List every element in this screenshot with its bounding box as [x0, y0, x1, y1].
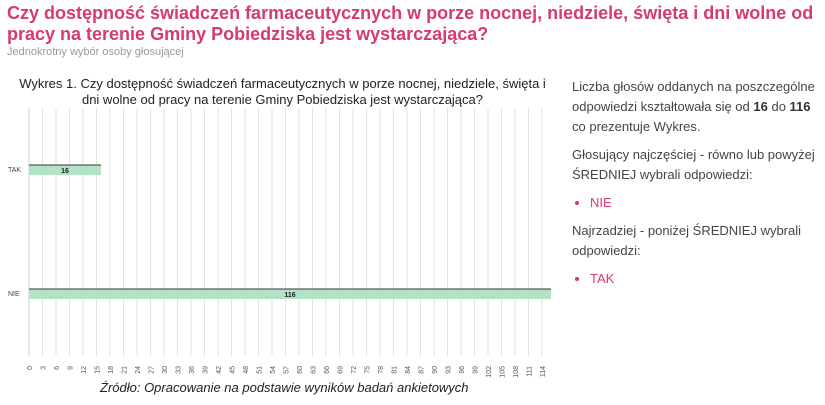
- summary-most-list: NIE: [572, 193, 817, 213]
- x-tick-label: 27: [149, 366, 156, 374]
- x-tick-label: 36: [189, 366, 196, 374]
- x-tick-label: 78: [378, 366, 385, 374]
- summary-range-min: 16: [753, 99, 768, 114]
- x-tick-label: 108: [513, 366, 520, 378]
- x-tick-label: 51: [257, 366, 264, 374]
- summary-least-heading: Najrzadziej - poniżej ŚREDNIEJ wybrali o…: [572, 223, 802, 258]
- x-tick-label: 114: [540, 366, 547, 377]
- x-tick-label: 0: [27, 366, 34, 370]
- summary-least-list: TAK: [572, 269, 817, 289]
- x-tick-label: 18: [108, 366, 115, 374]
- x-tick-label: 63: [311, 366, 318, 374]
- x-tick-label: 15: [95, 366, 102, 374]
- chart-source: Źródło: Opracowanie na podstawie wyników…: [100, 380, 469, 395]
- x-tick-label: 81: [392, 366, 399, 374]
- category-label: NIE: [8, 291, 20, 298]
- data-label: 116: [284, 292, 295, 299]
- x-tick-label: 90: [432, 366, 439, 374]
- bar: [29, 289, 551, 299]
- summary-range-text: Liczba głosów oddanych na poszczególne o…: [572, 77, 817, 137]
- x-tick-label: 39: [203, 366, 210, 374]
- x-tick-label: 69: [338, 366, 345, 374]
- x-tick-label: 30: [162, 366, 169, 374]
- x-tick-label: 6: [54, 366, 61, 370]
- x-tick-label: 54: [270, 366, 277, 374]
- x-tick-label: 84: [405, 366, 412, 374]
- x-tick-label: 12: [81, 366, 88, 374]
- x-tick-label: 3: [41, 366, 48, 370]
- x-tick-label: 75: [365, 366, 372, 374]
- category-label: TAK: [8, 167, 21, 174]
- bar-chart: 0 3 6 9 12 15 18 21 24 27 30 33 36 39 42 45 48 51 54 57 60 63…: [8, 108, 551, 378]
- summary-most-item: NIE: [590, 193, 817, 213]
- x-tick-label: 111: [527, 366, 534, 377]
- page-subtitle: Jednokrotny wybór osoby głosującej: [7, 46, 184, 58]
- data-label: 16: [61, 168, 69, 175]
- x-tick-label: 87: [419, 366, 426, 374]
- x-tick-label: 9: [68, 366, 75, 370]
- summary-least-item: TAK: [590, 269, 817, 289]
- x-tick-label: 102: [486, 366, 493, 378]
- summary-range-mid: do: [767, 99, 790, 114]
- x-tick-label: 21: [122, 366, 129, 374]
- x-tick-label: 33: [176, 366, 183, 374]
- x-tick-label: 99: [473, 366, 480, 374]
- summary-panel: Liczba głosów oddanych na poszczególne o…: [572, 77, 817, 297]
- summary-range-prefix: Liczba głosów oddanych na poszczególne o…: [572, 79, 815, 114]
- summary-most-heading: Głosujący najczęściej - równo lub powyże…: [572, 147, 815, 182]
- x-tick-label: 66: [324, 366, 331, 374]
- x-tick-label: 105: [500, 366, 507, 378]
- x-tick-label: 72: [351, 366, 358, 374]
- x-tick-label: 60: [297, 366, 304, 374]
- x-tick-label: 57: [284, 366, 291, 374]
- x-tick-label: 42: [216, 366, 223, 374]
- x-tick-label: 93: [446, 366, 453, 374]
- chart-title: Wykres 1. Czy dostępność świadczeń farma…: [19, 76, 546, 107]
- x-tick-label: 96: [459, 366, 466, 374]
- x-tick-label: 24: [135, 366, 142, 374]
- summary-range-max: 116: [789, 99, 811, 114]
- x-tick-label: 45: [230, 366, 237, 374]
- page-title: Czy dostępność świadczeń farmaceutycznyc…: [7, 3, 814, 44]
- bar: [29, 165, 101, 175]
- x-tick-label: 48: [243, 366, 250, 374]
- summary-range-suffix: co prezentuje Wykres.: [572, 119, 701, 134]
